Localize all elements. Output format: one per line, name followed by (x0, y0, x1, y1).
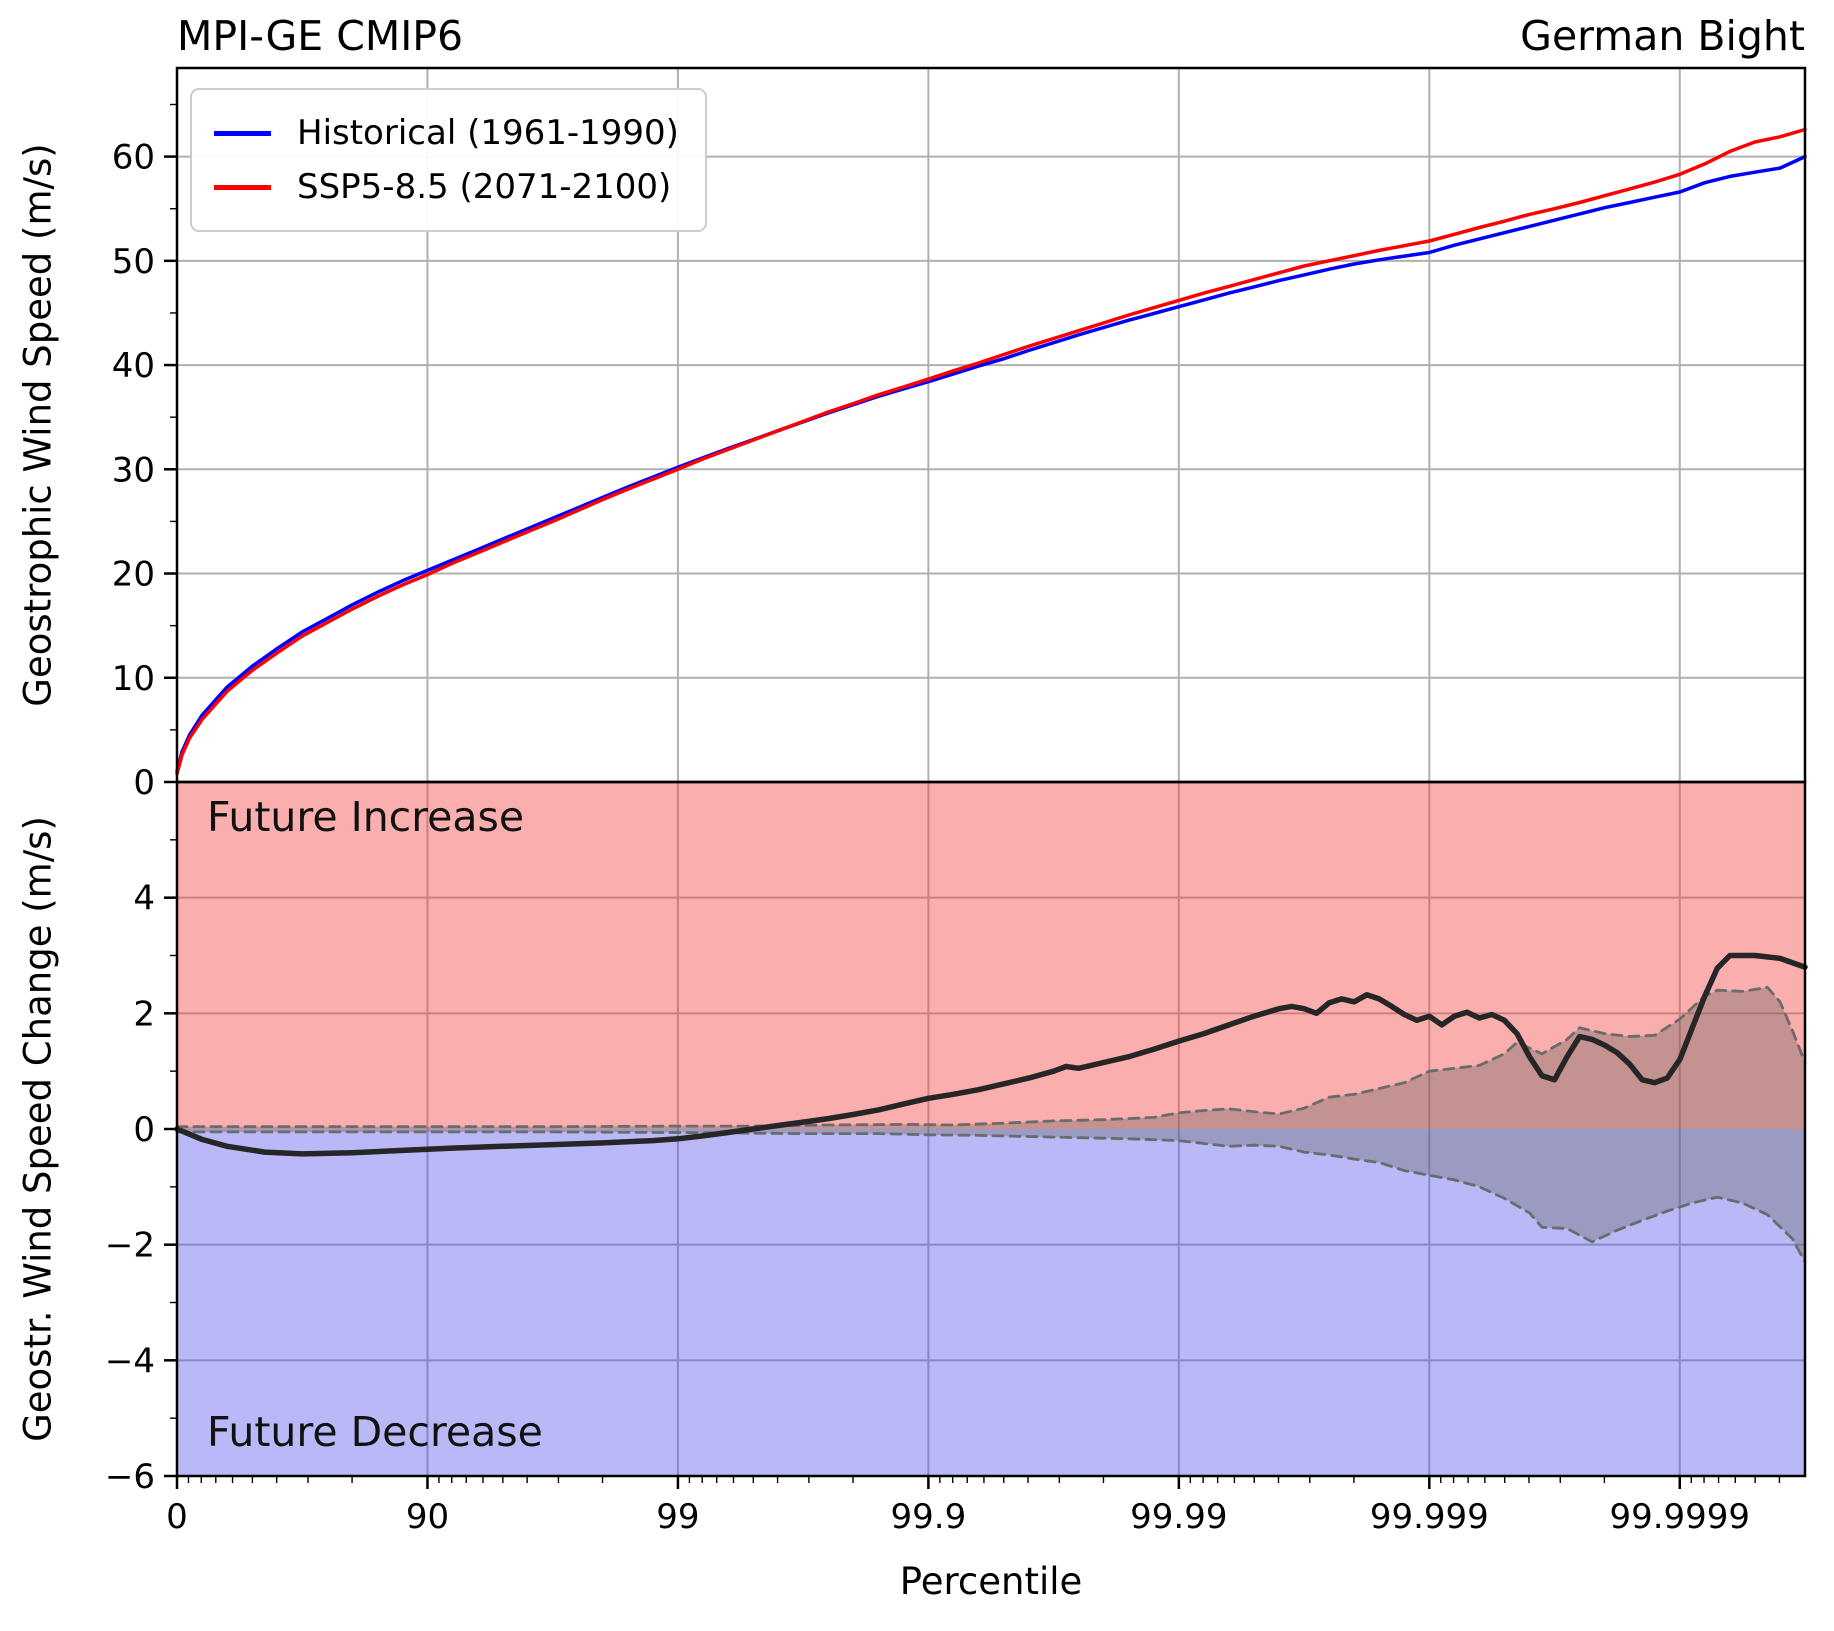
future-increase-label: Future Increase (207, 793, 525, 841)
top-y-tick-label: 30 (112, 450, 155, 490)
future-increase-region (177, 782, 1805, 1129)
ssp585-line (175, 127, 1807, 776)
top-y-tick-label: 40 (112, 346, 155, 386)
x-axis-label: Percentile (899, 1560, 1083, 1603)
legend: Historical (1961-1990) SSP5-8.5 (2071-21… (190, 88, 707, 232)
bottom-y-tick-label: −2 (105, 1226, 155, 1266)
bottom-y-tick-label: −4 (105, 1341, 155, 1381)
bottom-y-tick-label: −6 (105, 1457, 155, 1497)
median-change-line (174, 952, 1808, 1157)
plot-title-region: German Bight (1520, 12, 1805, 60)
legend-item-ssp: SSP5-8.5 (2071-2100) (214, 160, 679, 214)
bottom-y-tick-label: 0 (133, 1110, 155, 1150)
top-y-tick-label: 50 (112, 242, 155, 282)
x-tick-label: 90 (406, 1497, 449, 1537)
x-tick-label: 99.9 (891, 1497, 967, 1537)
future-decrease-region (177, 1129, 1805, 1476)
historical-line (175, 154, 1807, 774)
x-tick-label: 99.999 (1370, 1497, 1489, 1537)
top-y-tick-label: 10 (112, 659, 155, 699)
top-y-tick-label: 0 (133, 763, 155, 803)
top-y-tick-label: 20 (112, 555, 155, 595)
x-tick-label: 99.99 (1130, 1497, 1227, 1537)
historical-line-sample (214, 130, 271, 136)
x-tick-label: 99.9999 (1609, 1497, 1750, 1537)
top-y-tick-label: 60 (112, 138, 155, 178)
ssp-line-sample (214, 184, 271, 190)
uncertainty-band (177, 987, 1805, 1262)
lower-uncertainty-line (175, 1130, 1807, 1264)
legend-item-historical: Historical (1961-1990) (214, 106, 679, 160)
bottom-y-tick-label: 4 (133, 879, 155, 919)
future-decrease-label: Future Decrease (207, 1408, 543, 1456)
legend-label-historical: Historical (1961-1990) (297, 113, 679, 153)
plot-title-model: MPI-GE CMIP6 (177, 12, 464, 60)
top-y-axis-label: Geostrophic Wind Speed (m/s) (16, 143, 60, 707)
bottom-y-tick-label: 2 (133, 994, 155, 1034)
upper-uncertainty-line (175, 985, 1807, 1129)
x-tick-label: 0 (166, 1497, 188, 1537)
x-tick-label: 99 (656, 1497, 699, 1537)
bottom-y-axis-label: Geostr. Wind Speed Change (m/s) (16, 816, 60, 1442)
legend-label-ssp: SSP5-8.5 (2071-2100) (297, 167, 672, 207)
